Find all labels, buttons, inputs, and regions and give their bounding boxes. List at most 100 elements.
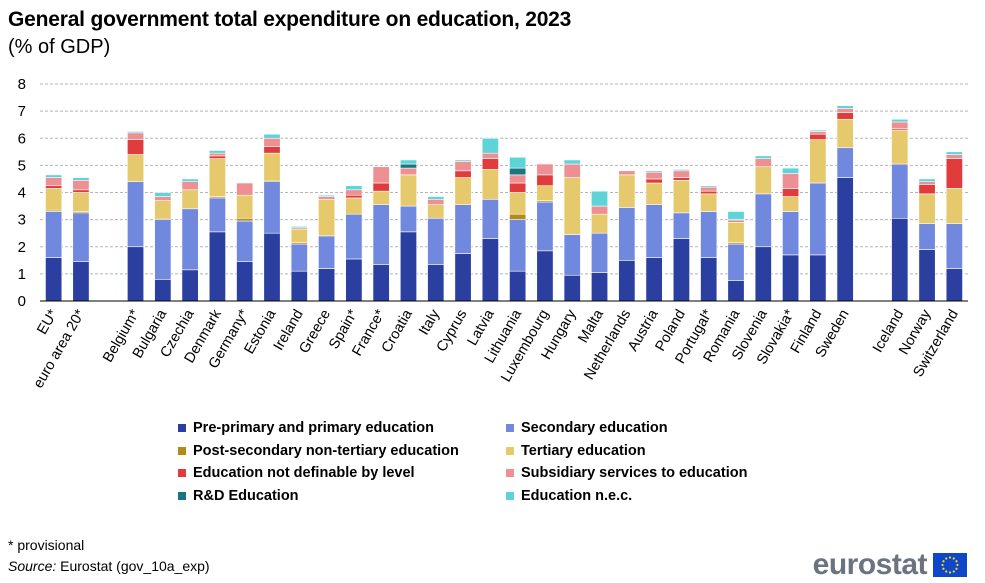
bar-segment [782, 188, 800, 197]
bar-segment [672, 179, 690, 214]
legend-label: Pre-primary and primary education [193, 420, 434, 436]
bar-segment [372, 204, 390, 265]
bar-segment [700, 193, 718, 212]
y-tick-label: 5 [18, 157, 26, 174]
bar-segment [945, 268, 963, 302]
bar-segment [700, 190, 718, 195]
bar-segment [481, 158, 499, 170]
bar-segment [263, 133, 281, 139]
bar-segment [727, 243, 745, 281]
bar-segment [236, 194, 254, 219]
bar-segment [536, 163, 554, 176]
legend-item: Education not definable by level [178, 465, 415, 481]
bar-segment [236, 182, 254, 196]
flag-star [955, 560, 958, 563]
bar-segment [672, 170, 690, 178]
bar-segment [181, 208, 199, 271]
bar-segment [645, 178, 663, 184]
bar-segment [918, 178, 936, 182]
chart-subtitle: (% of GDP) [8, 36, 111, 58]
legend-swatch [506, 446, 514, 455]
legend-swatch [506, 469, 514, 477]
bar-segment [208, 158, 226, 197]
bar-segment [591, 205, 609, 215]
bar-segment [263, 152, 281, 181]
bar-segment [45, 211, 63, 258]
bar-segment [727, 222, 745, 243]
bar-segment [945, 154, 963, 159]
bar-segment [181, 269, 199, 302]
bar-segment [481, 169, 499, 200]
bar-segment [672, 212, 690, 239]
bar-segment [809, 133, 827, 140]
bar-segment [427, 217, 445, 265]
bar-segment [399, 231, 417, 302]
legend-item: Secondary education [506, 420, 668, 436]
bar-segment [891, 163, 909, 219]
legend-item: Subsidiary services to education [506, 465, 747, 481]
bar-segment [345, 194, 363, 199]
bar-segment [181, 189, 199, 210]
bar-segment [72, 192, 90, 212]
bar-segment [591, 213, 609, 234]
flag-star [945, 570, 948, 573]
bar-segment [700, 257, 718, 302]
bar-segment [782, 211, 800, 256]
legend-swatch [506, 424, 514, 432]
source-label: Source: [8, 558, 57, 574]
bar-segment [645, 204, 663, 258]
bar-segment [754, 158, 772, 168]
bar-segment [700, 211, 718, 258]
bar-segment [509, 174, 527, 184]
bar-segment [563, 234, 581, 276]
bar-segment [618, 174, 636, 208]
bar-segment [318, 268, 336, 302]
bar-segment [127, 132, 145, 140]
bar-segment [754, 155, 772, 159]
bar-segment [345, 258, 363, 302]
flag-star [945, 557, 948, 560]
legend-label: Subsidiary services to education [521, 465, 748, 481]
bar-segment [481, 137, 499, 154]
bar-segment [345, 197, 363, 215]
legend-label: Post-secondary non-tertiary education [193, 442, 459, 459]
bar-segment [127, 181, 145, 248]
bar-segment [345, 189, 363, 196]
bar-segment [782, 167, 800, 174]
bar-segment [700, 185, 718, 188]
y-tick-label: 0 [18, 293, 26, 310]
bar-segment [345, 185, 363, 191]
bar-segment [809, 139, 827, 184]
bar-segment [208, 152, 226, 157]
bar-segment [509, 270, 527, 302]
bar-segment [72, 212, 90, 262]
y-tick-label: 2 [18, 239, 26, 256]
legend-label: Education not definable by level [193, 465, 415, 481]
bar-segment [509, 192, 527, 215]
bar-segment [645, 170, 663, 173]
source-text: Eurostat (gov_10a_exp) [60, 558, 210, 574]
bar-segment [481, 198, 499, 239]
bar-segment [509, 213, 527, 220]
bar-segment [372, 264, 390, 302]
bar-segment [809, 131, 827, 135]
bar-segment [918, 249, 936, 302]
bar-segment [509, 167, 527, 176]
bar-segment [945, 158, 963, 189]
bar-segment [263, 181, 281, 234]
legend-swatch [178, 446, 186, 455]
bar-segment [563, 177, 581, 235]
bar-segment [891, 121, 909, 130]
bar-segment [45, 177, 63, 187]
source-note: Source: Eurostat (gov_10a_exp) [8, 558, 210, 574]
bar-segment [754, 166, 772, 195]
bar-segment [591, 190, 609, 207]
legend-swatch [178, 469, 186, 477]
bar-segment [318, 196, 336, 200]
bar-segment [290, 226, 308, 229]
bar-segment [290, 243, 308, 272]
bar-segment [618, 207, 636, 261]
bar-segment [918, 181, 936, 185]
bar-segment [454, 159, 472, 162]
